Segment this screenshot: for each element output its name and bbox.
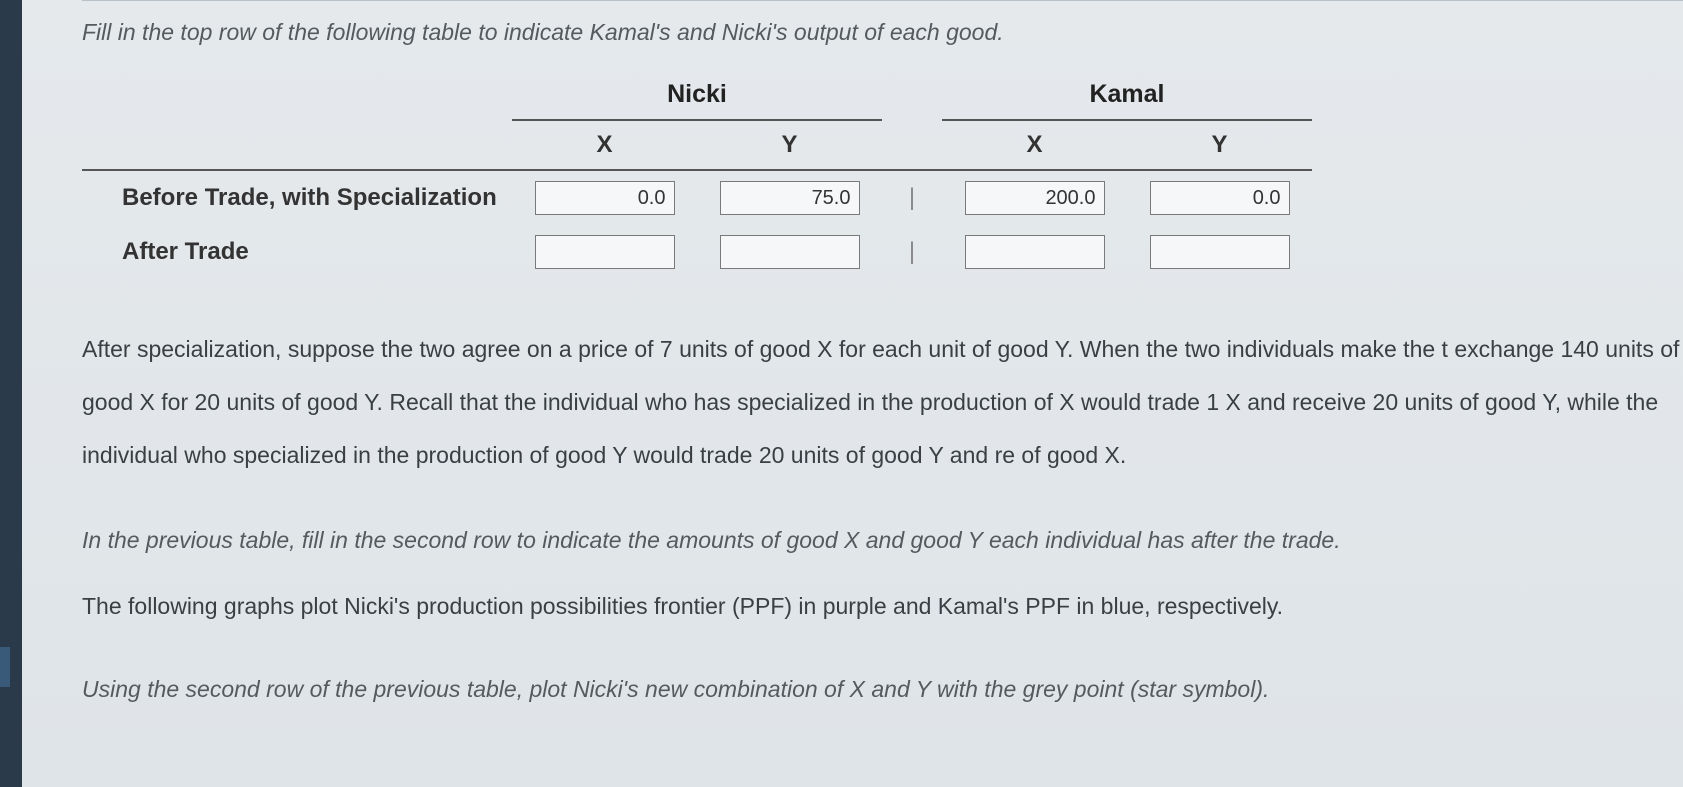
trade-table-wrap: Nicki Kamal X Y X Y Before Trade, with S…: [82, 74, 1683, 279]
subheader-separator: [882, 120, 942, 169]
question-content: Fill in the top row of the following tab…: [22, 0, 1683, 787]
instruction-top: Fill in the top row of the following tab…: [82, 1, 1683, 74]
table-row: After Trade |: [82, 225, 1312, 279]
before-trade-label: Before Trade, with Specialization: [82, 170, 512, 225]
table-group-header: Nicki Kamal: [82, 74, 1312, 120]
row-separator: |: [882, 225, 942, 279]
ppf-paragraph: The following graphs plot Nicki's produc…: [82, 588, 1683, 625]
nicki-x-after-input[interactable]: [535, 235, 675, 269]
kamal-x-before-input[interactable]: [965, 181, 1105, 215]
row-separator: |: [882, 170, 942, 225]
instruction-mid: In the previous table, fill in the secon…: [82, 522, 1683, 559]
kamal-y-header: Y: [1127, 120, 1312, 169]
trade-table: Nicki Kamal X Y X Y Before Trade, with S…: [82, 74, 1312, 279]
nicki-y-after-input[interactable]: [720, 235, 860, 269]
header-separator: [882, 74, 942, 120]
after-trade-label: After Trade: [82, 225, 512, 279]
kamal-y-before-input[interactable]: [1150, 181, 1290, 215]
kamal-y-after-input[interactable]: [1150, 235, 1290, 269]
left-sidebar: [0, 0, 22, 787]
table-row: Before Trade, with Specialization |: [82, 170, 1312, 225]
nicki-y-before-input[interactable]: [720, 181, 860, 215]
sidebar-tab-indicator: [0, 647, 10, 687]
empty-subheader: [82, 120, 512, 169]
instruction-bottom: Using the second row of the previous tab…: [82, 671, 1683, 708]
kamal-header: Kamal: [942, 74, 1312, 120]
nicki-y-header: Y: [697, 120, 882, 169]
nicki-x-header: X: [512, 120, 697, 169]
explanation-paragraph: After specialization, suppose the two ag…: [82, 323, 1683, 482]
table-sub-header: X Y X Y: [82, 120, 1312, 169]
empty-header: [82, 74, 512, 120]
kamal-x-header: X: [942, 120, 1127, 169]
nicki-x-before-input[interactable]: [535, 181, 675, 215]
nicki-header: Nicki: [512, 74, 882, 120]
kamal-x-after-input[interactable]: [965, 235, 1105, 269]
